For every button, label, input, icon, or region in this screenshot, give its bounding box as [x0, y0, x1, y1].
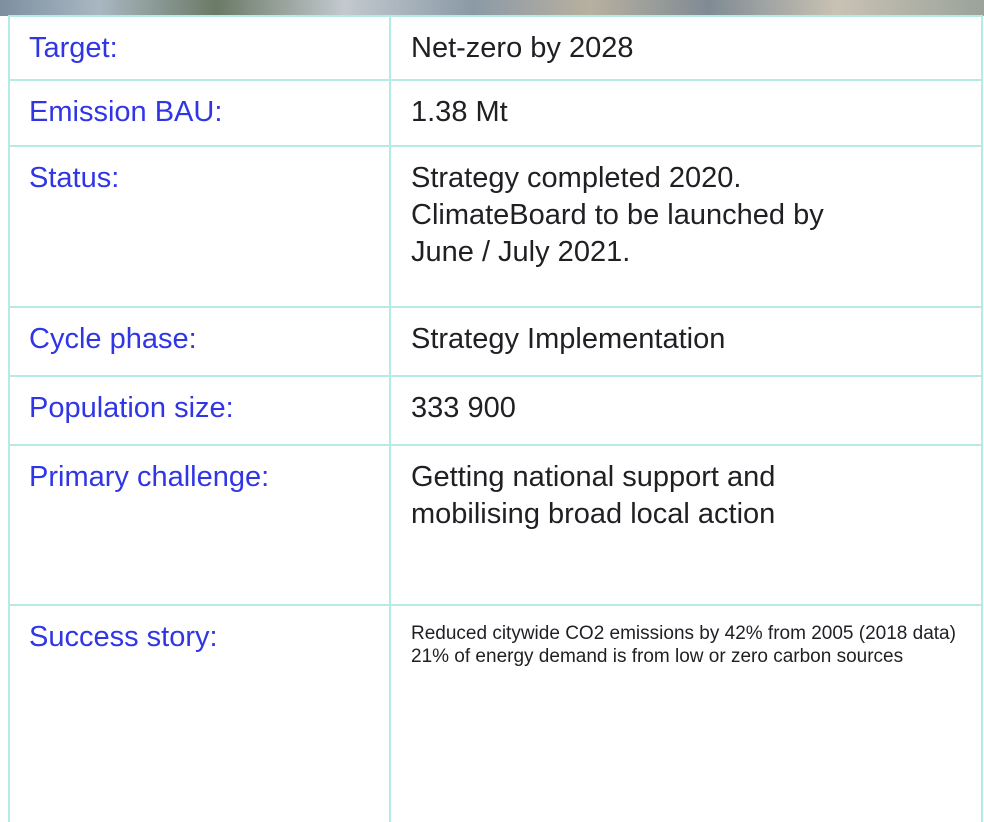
- row-label: Emission BAU:: [9, 80, 390, 146]
- value-line: ClimateBoard to be launched by: [411, 197, 971, 234]
- value-line: mobilising broad local action: [411, 496, 971, 533]
- row-label: Target:: [9, 16, 390, 80]
- value-line: 1.38 Mt: [411, 94, 971, 131]
- table-row: Emission BAU: 1.38 Mt: [9, 80, 982, 146]
- table-row: Status:Strategy completed 2020.ClimateBo…: [9, 146, 982, 307]
- row-value: Reduced citywide CO2 emissions by 42% fr…: [390, 605, 982, 822]
- value-line: Strategy completed 2020.: [411, 160, 971, 197]
- value-line: 333 900: [411, 390, 971, 427]
- row-value: 1.38 Mt: [390, 80, 982, 146]
- row-label: Primary challenge:: [9, 445, 390, 605]
- value-line: Reduced citywide CO2 emissions by 42% fr…: [411, 622, 961, 645]
- table-row: Population size: 333 900: [9, 376, 982, 445]
- info-table: Target: Net-zero by 2028 Emission BAU: 1.38…: [8, 15, 983, 822]
- row-value: Net-zero by 2028: [390, 16, 982, 80]
- value-line: Getting national support and: [411, 459, 971, 496]
- row-label: Population size:: [9, 376, 390, 445]
- row-value: Strategy Implementation: [390, 307, 982, 376]
- row-value: 333 900: [390, 376, 982, 445]
- row-label: Success story:: [9, 605, 390, 822]
- table-row: Success story: Reduced citywide CO2 emiss…: [9, 605, 982, 822]
- value-line: Strategy Implementation: [411, 321, 971, 358]
- row-label: Status:: [9, 146, 390, 307]
- value-line: 21% of energy demand is from low or zero…: [411, 645, 961, 668]
- header-photo: [0, 0, 984, 16]
- row-label: Cycle phase:: [9, 307, 390, 376]
- table-row: Primary challenge:Getting national suppo…: [9, 445, 982, 605]
- value-line: June / July 2021.: [411, 234, 971, 271]
- page: Target: Net-zero by 2028 Emission BAU: 1.38…: [0, 0, 984, 729]
- row-value: Strategy completed 2020.ClimateBoard to …: [390, 146, 982, 307]
- table-row: Target: Net-zero by 2028: [9, 16, 982, 80]
- value-line: Net-zero by 2028: [411, 30, 971, 67]
- table-row: Cycle phase: Strategy Implementation: [9, 307, 982, 376]
